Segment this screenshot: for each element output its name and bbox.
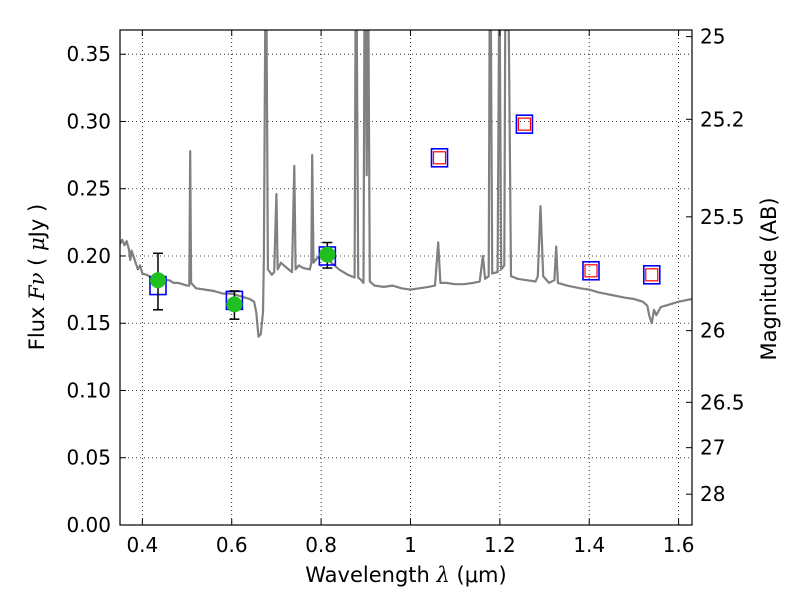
y-tick-label: 0.00 bbox=[66, 513, 111, 537]
y2-tick-label: 25.2 bbox=[700, 107, 745, 131]
model-photometry-point bbox=[642, 265, 661, 285]
y-tick-label: 0.05 bbox=[66, 446, 111, 470]
grid bbox=[120, 30, 692, 526]
y2-axis-title: Magnitude (AB) bbox=[757, 197, 781, 360]
x-axis-title: Wavelength λ (μm) bbox=[305, 563, 506, 587]
spectrum-layer bbox=[120, 30, 692, 338]
observed-flux-point bbox=[226, 296, 243, 313]
upper-limit-point bbox=[584, 264, 598, 278]
x-tick-label: 0.8 bbox=[305, 533, 337, 557]
y-tick-label: 0.15 bbox=[66, 311, 111, 335]
model-photometry-point bbox=[430, 147, 449, 168]
observed-flux-point bbox=[149, 272, 166, 289]
plot-frame bbox=[119, 29, 693, 526]
y2-tick-label: 25.5 bbox=[700, 205, 745, 229]
y-tick-label: 0.30 bbox=[66, 109, 111, 133]
spectrum-line bbox=[120, 30, 692, 338]
y-axis-ticks: 0.00 0.05 0.10 0.15 0.20 0.25 0.30 0.35 bbox=[66, 42, 126, 537]
y-tick-label: 0.20 bbox=[66, 244, 111, 268]
x-tick-label: 0.4 bbox=[126, 533, 158, 557]
y2-axis-ticks: 25 25.2 25.5 26 26.5 27 28 bbox=[686, 25, 745, 506]
model-photometry-point bbox=[582, 260, 600, 281]
y2-tick-label: 28 bbox=[700, 482, 725, 506]
y2-tick-label: 26 bbox=[700, 319, 725, 343]
y2-tick-label: 25 bbox=[700, 25, 725, 49]
upper-limit-point bbox=[517, 117, 532, 131]
y2-tick-label: 27 bbox=[700, 436, 725, 460]
x-tick-label: 1.4 bbox=[573, 533, 605, 557]
y-tick-label: 0.10 bbox=[66, 378, 111, 402]
x-tick-label: 0.6 bbox=[216, 533, 248, 557]
x-axis-ticks: 0.4 0.6 0.8 1 1.2 1.4 1.6 bbox=[126, 30, 695, 557]
y-tick-label: 0.35 bbox=[66, 42, 111, 66]
y-tick-label: 0.25 bbox=[66, 177, 111, 201]
markers-layer bbox=[149, 114, 661, 320]
upper-limit-point bbox=[645, 268, 659, 282]
observed-flux-point bbox=[319, 246, 336, 263]
x-tick-label: 1 bbox=[404, 533, 417, 557]
y-axis-title: Flux Fν ( μJy ) bbox=[25, 204, 49, 350]
upper-limit-point bbox=[432, 151, 447, 165]
x-tick-label: 1.6 bbox=[663, 533, 695, 557]
x-tick-label: 1.2 bbox=[484, 533, 516, 557]
model-photometry-point bbox=[515, 114, 534, 134]
y2-tick-label: 26.5 bbox=[700, 390, 745, 414]
